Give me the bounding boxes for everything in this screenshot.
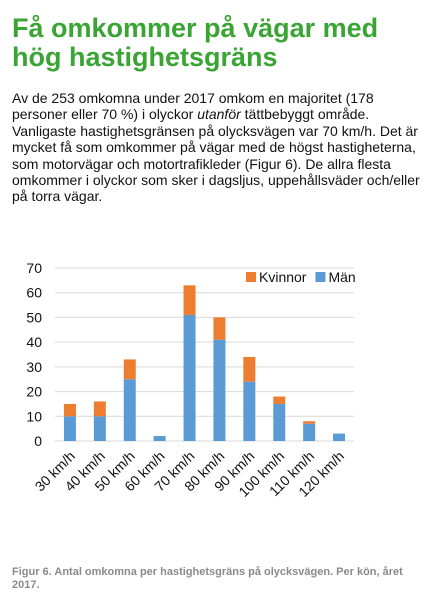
bar-segment-kvinnor <box>183 285 196 315</box>
bars-layer <box>63 285 346 441</box>
bar-segment-man <box>93 416 106 441</box>
bar-segment-man <box>183 314 196 441</box>
bar-segment-man <box>273 403 286 441</box>
figure-caption: Figur 6. Antal omkomna per hastighetsgrä… <box>12 566 403 591</box>
bar-segment-kvinnor <box>303 421 316 424</box>
bar-segment-man <box>243 381 256 441</box>
article-body: Av de 253 omkomna under 2017 omkom en ma… <box>12 90 422 205</box>
bar-segment-man <box>333 433 346 441</box>
bar-segment-kvinnor <box>123 359 136 380</box>
body-text-part2: tättbebyggt område. Vanligaste hastighet… <box>12 106 420 205</box>
bar-segment-kvinnor <box>93 401 106 417</box>
bar-segment-man <box>153 436 166 441</box>
y-axis-tick-labels: 0 10 20 30 40 50 60 70 <box>26 260 42 449</box>
chart-svg: 0 10 20 30 40 50 60 70 30 km/h40 km/h50 km/h60 … <box>26 260 356 500</box>
legend-swatch-kvinnor <box>246 272 256 282</box>
y-tick-label: 20 <box>26 384 42 400</box>
x-axis-tick-labels: 30 km/h40 km/h50 km/h60 km/h70 km/h80 km… <box>32 448 348 500</box>
bar-segment-man <box>303 423 316 441</box>
body-text-part1: Av de 253 omkomna under 2017 omkom en ma… <box>12 90 374 123</box>
body-text-emphasis: utanför <box>197 106 241 123</box>
bar-segment-kvinnor <box>213 317 226 340</box>
y-tick-label: 10 <box>26 408 42 424</box>
legend-swatch-man <box>315 272 326 282</box>
bar-segment-man <box>213 339 226 441</box>
y-tick-label: 60 <box>26 285 42 301</box>
bar-segment-man <box>63 416 76 441</box>
y-tick-label: 30 <box>26 359 42 375</box>
bar-segment-kvinnor <box>63 403 76 417</box>
y-tick-label: 0 <box>34 433 42 449</box>
article-title: Få omkommer på vägar med hög hastighetsg… <box>12 13 379 72</box>
bar-segment-man <box>123 379 136 441</box>
legend-label-man: Män <box>328 269 355 285</box>
chart: 0 10 20 30 40 50 60 70 30 km/h 40 km/h 50 km/h 60 … <box>0 250 434 540</box>
y-tick-label: 50 <box>26 309 42 325</box>
y-tick-label: 70 <box>26 260 42 276</box>
legend: Kvinnor Män <box>246 269 356 285</box>
bar-segment-kvinnor <box>273 396 286 404</box>
y-tick-label: 40 <box>26 334 42 350</box>
legend-label-kvinnor: Kvinnor <box>259 269 307 285</box>
bar-segment-kvinnor <box>243 356 256 382</box>
